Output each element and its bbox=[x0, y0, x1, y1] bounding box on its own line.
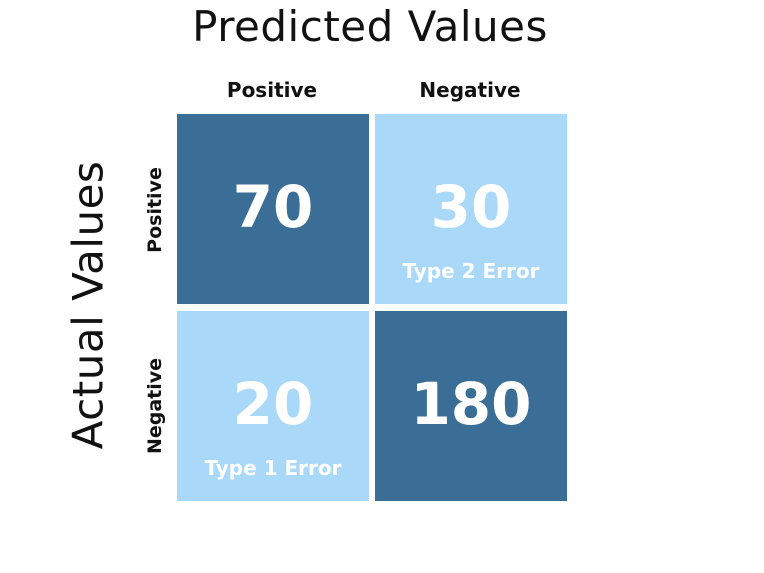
cell-error-label: Type 2 Error bbox=[402, 259, 540, 283]
cell-value: 30 bbox=[430, 173, 512, 241]
cell-value: 70 bbox=[232, 173, 314, 241]
cell-value: 20 bbox=[232, 370, 314, 438]
predicted-values-title: Predicted Values bbox=[192, 2, 548, 51]
cell-false-positive: 20 Type 1 Error bbox=[177, 311, 369, 501]
cell-true-negative: 180 bbox=[375, 311, 567, 501]
column-label-negative: Negative bbox=[419, 78, 521, 102]
actual-values-title: Actual Values bbox=[63, 160, 113, 450]
cell-false-negative: 30 Type 2 Error bbox=[375, 114, 567, 304]
cell-error-label: Type 1 Error bbox=[204, 456, 342, 480]
row-label-negative: Negative bbox=[144, 357, 166, 455]
row-label-positive: Positive bbox=[144, 167, 166, 253]
column-label-positive: Positive bbox=[226, 78, 318, 102]
cell-value: 180 bbox=[410, 370, 532, 438]
cell-true-positive: 70 bbox=[177, 114, 369, 304]
